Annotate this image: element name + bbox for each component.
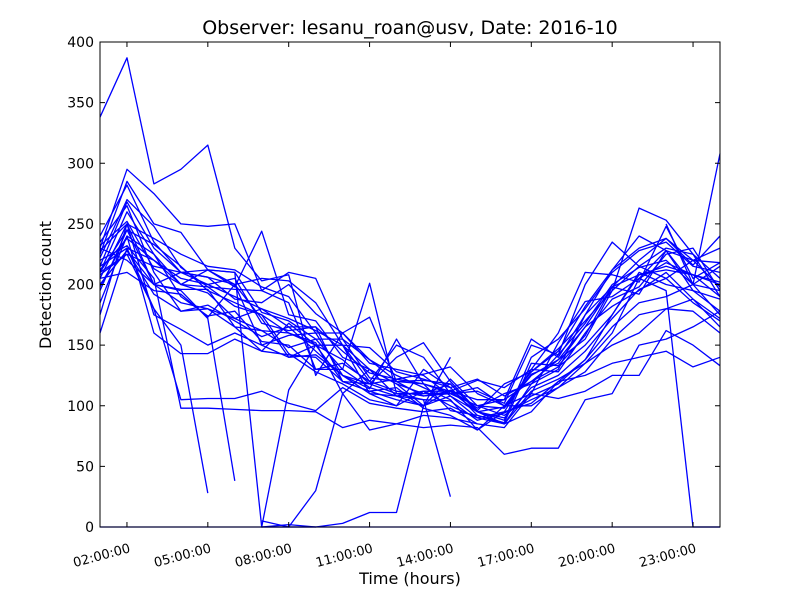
series-line-18 bbox=[99, 205, 721, 412]
series-line-31 bbox=[665, 153, 721, 286]
y-tick-label-5: 250 bbox=[67, 217, 94, 233]
series-line-8 bbox=[99, 223, 721, 421]
y-tick-label-3: 150 bbox=[67, 338, 94, 354]
series-line-11 bbox=[99, 247, 721, 429]
series-line-25 bbox=[99, 253, 209, 494]
y-axis-label: Detection count bbox=[36, 221, 55, 349]
x-axis-label: Time (hours) bbox=[358, 569, 461, 588]
series-line-6 bbox=[99, 229, 721, 419]
y-tick-label-0: 0 bbox=[85, 520, 94, 536]
series-line-27 bbox=[207, 269, 452, 528]
series-line-29 bbox=[261, 356, 451, 528]
series-line-26 bbox=[99, 249, 236, 482]
y-tick-label-8: 400 bbox=[67, 35, 94, 51]
series-line-4 bbox=[99, 223, 721, 419]
series-line-12 bbox=[99, 245, 721, 455]
series-line-13 bbox=[99, 223, 721, 407]
y-tick-label-7: 350 bbox=[67, 96, 94, 112]
plot-frame bbox=[99, 41, 721, 528]
series-line-15 bbox=[99, 237, 721, 424]
y-tick-label-4: 200 bbox=[67, 278, 94, 294]
series-line-22 bbox=[99, 229, 721, 407]
series-line-19 bbox=[99, 241, 721, 404]
y-tick-label-1: 50 bbox=[76, 459, 94, 475]
y-tick-label-2: 100 bbox=[67, 399, 94, 415]
y-tick-label-6: 300 bbox=[67, 156, 94, 172]
series-line-28 bbox=[261, 392, 478, 528]
series-line-14 bbox=[99, 220, 721, 413]
chart-title: Observer: lesanu_roan@usv, Date: 2016-10 bbox=[202, 17, 618, 39]
series-line-9 bbox=[99, 235, 721, 425]
